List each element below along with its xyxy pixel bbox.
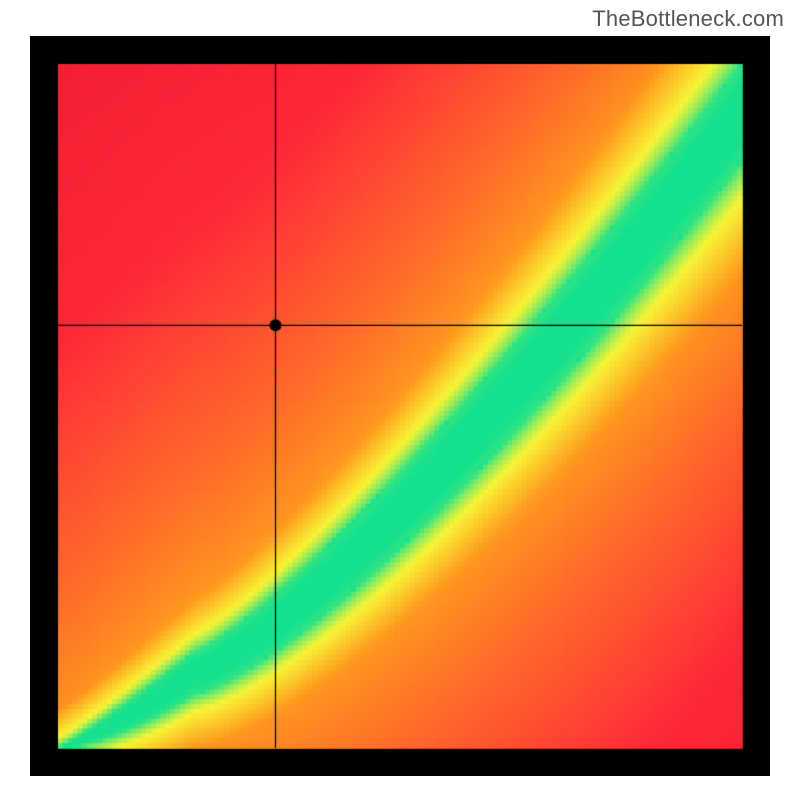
attribution-label: TheBottleneck.com	[592, 6, 784, 32]
chart-container: TheBottleneck.com	[0, 0, 800, 800]
heatmap-canvas	[30, 36, 770, 776]
